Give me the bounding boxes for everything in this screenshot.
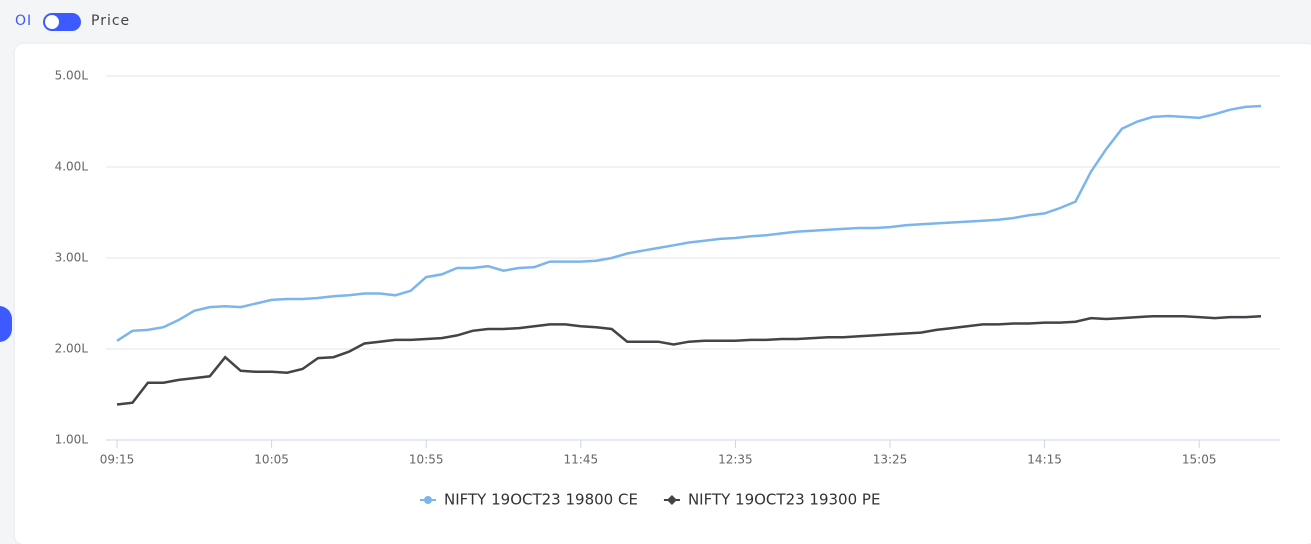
legend-label: NIFTY 19OCT23 19800 CE	[444, 491, 638, 509]
x-tick-label: 13:25	[873, 453, 908, 467]
x-tick-label: 09:15	[100, 453, 135, 467]
toggle-knob	[45, 15, 59, 29]
x-tick-label: 14:15	[1027, 453, 1062, 467]
toggle-switch[interactable]	[43, 13, 81, 31]
x-tick-label: 11:45	[564, 453, 599, 467]
chart-card	[15, 44, 1311, 544]
x-tick-label: 10:05	[254, 453, 289, 467]
chart: 1.00L 2.00L 3.00L 4.00L 5.00L 09:15 10:05 10:55…	[55, 69, 1280, 509]
x-tick-label: 12:35	[718, 453, 753, 467]
y-tick-label: 3.00L	[55, 251, 89, 265]
series-line	[116, 104, 1262, 342]
y-tick-label: 4.00L	[55, 160, 89, 174]
y-tick-label: 5.00L	[55, 69, 89, 83]
series-line	[116, 314, 1262, 406]
toggle-right-label: Price	[91, 13, 131, 29]
legend-label: NIFTY 19OCT23 19300 PE	[688, 491, 881, 509]
x-tick-label: 10:55	[409, 453, 444, 467]
legend-marker	[666, 495, 677, 505]
toggle-left-label: OI	[15, 13, 33, 29]
x-tick-label: 15:05	[1182, 453, 1217, 467]
legend-marker	[424, 496, 432, 504]
toolbar: OI Price	[0, 0, 1311, 40]
y-tick-label: 2.00L	[55, 342, 89, 356]
y-tick-label: 1.00L	[55, 433, 89, 447]
side-button[interactable]	[0, 306, 12, 342]
